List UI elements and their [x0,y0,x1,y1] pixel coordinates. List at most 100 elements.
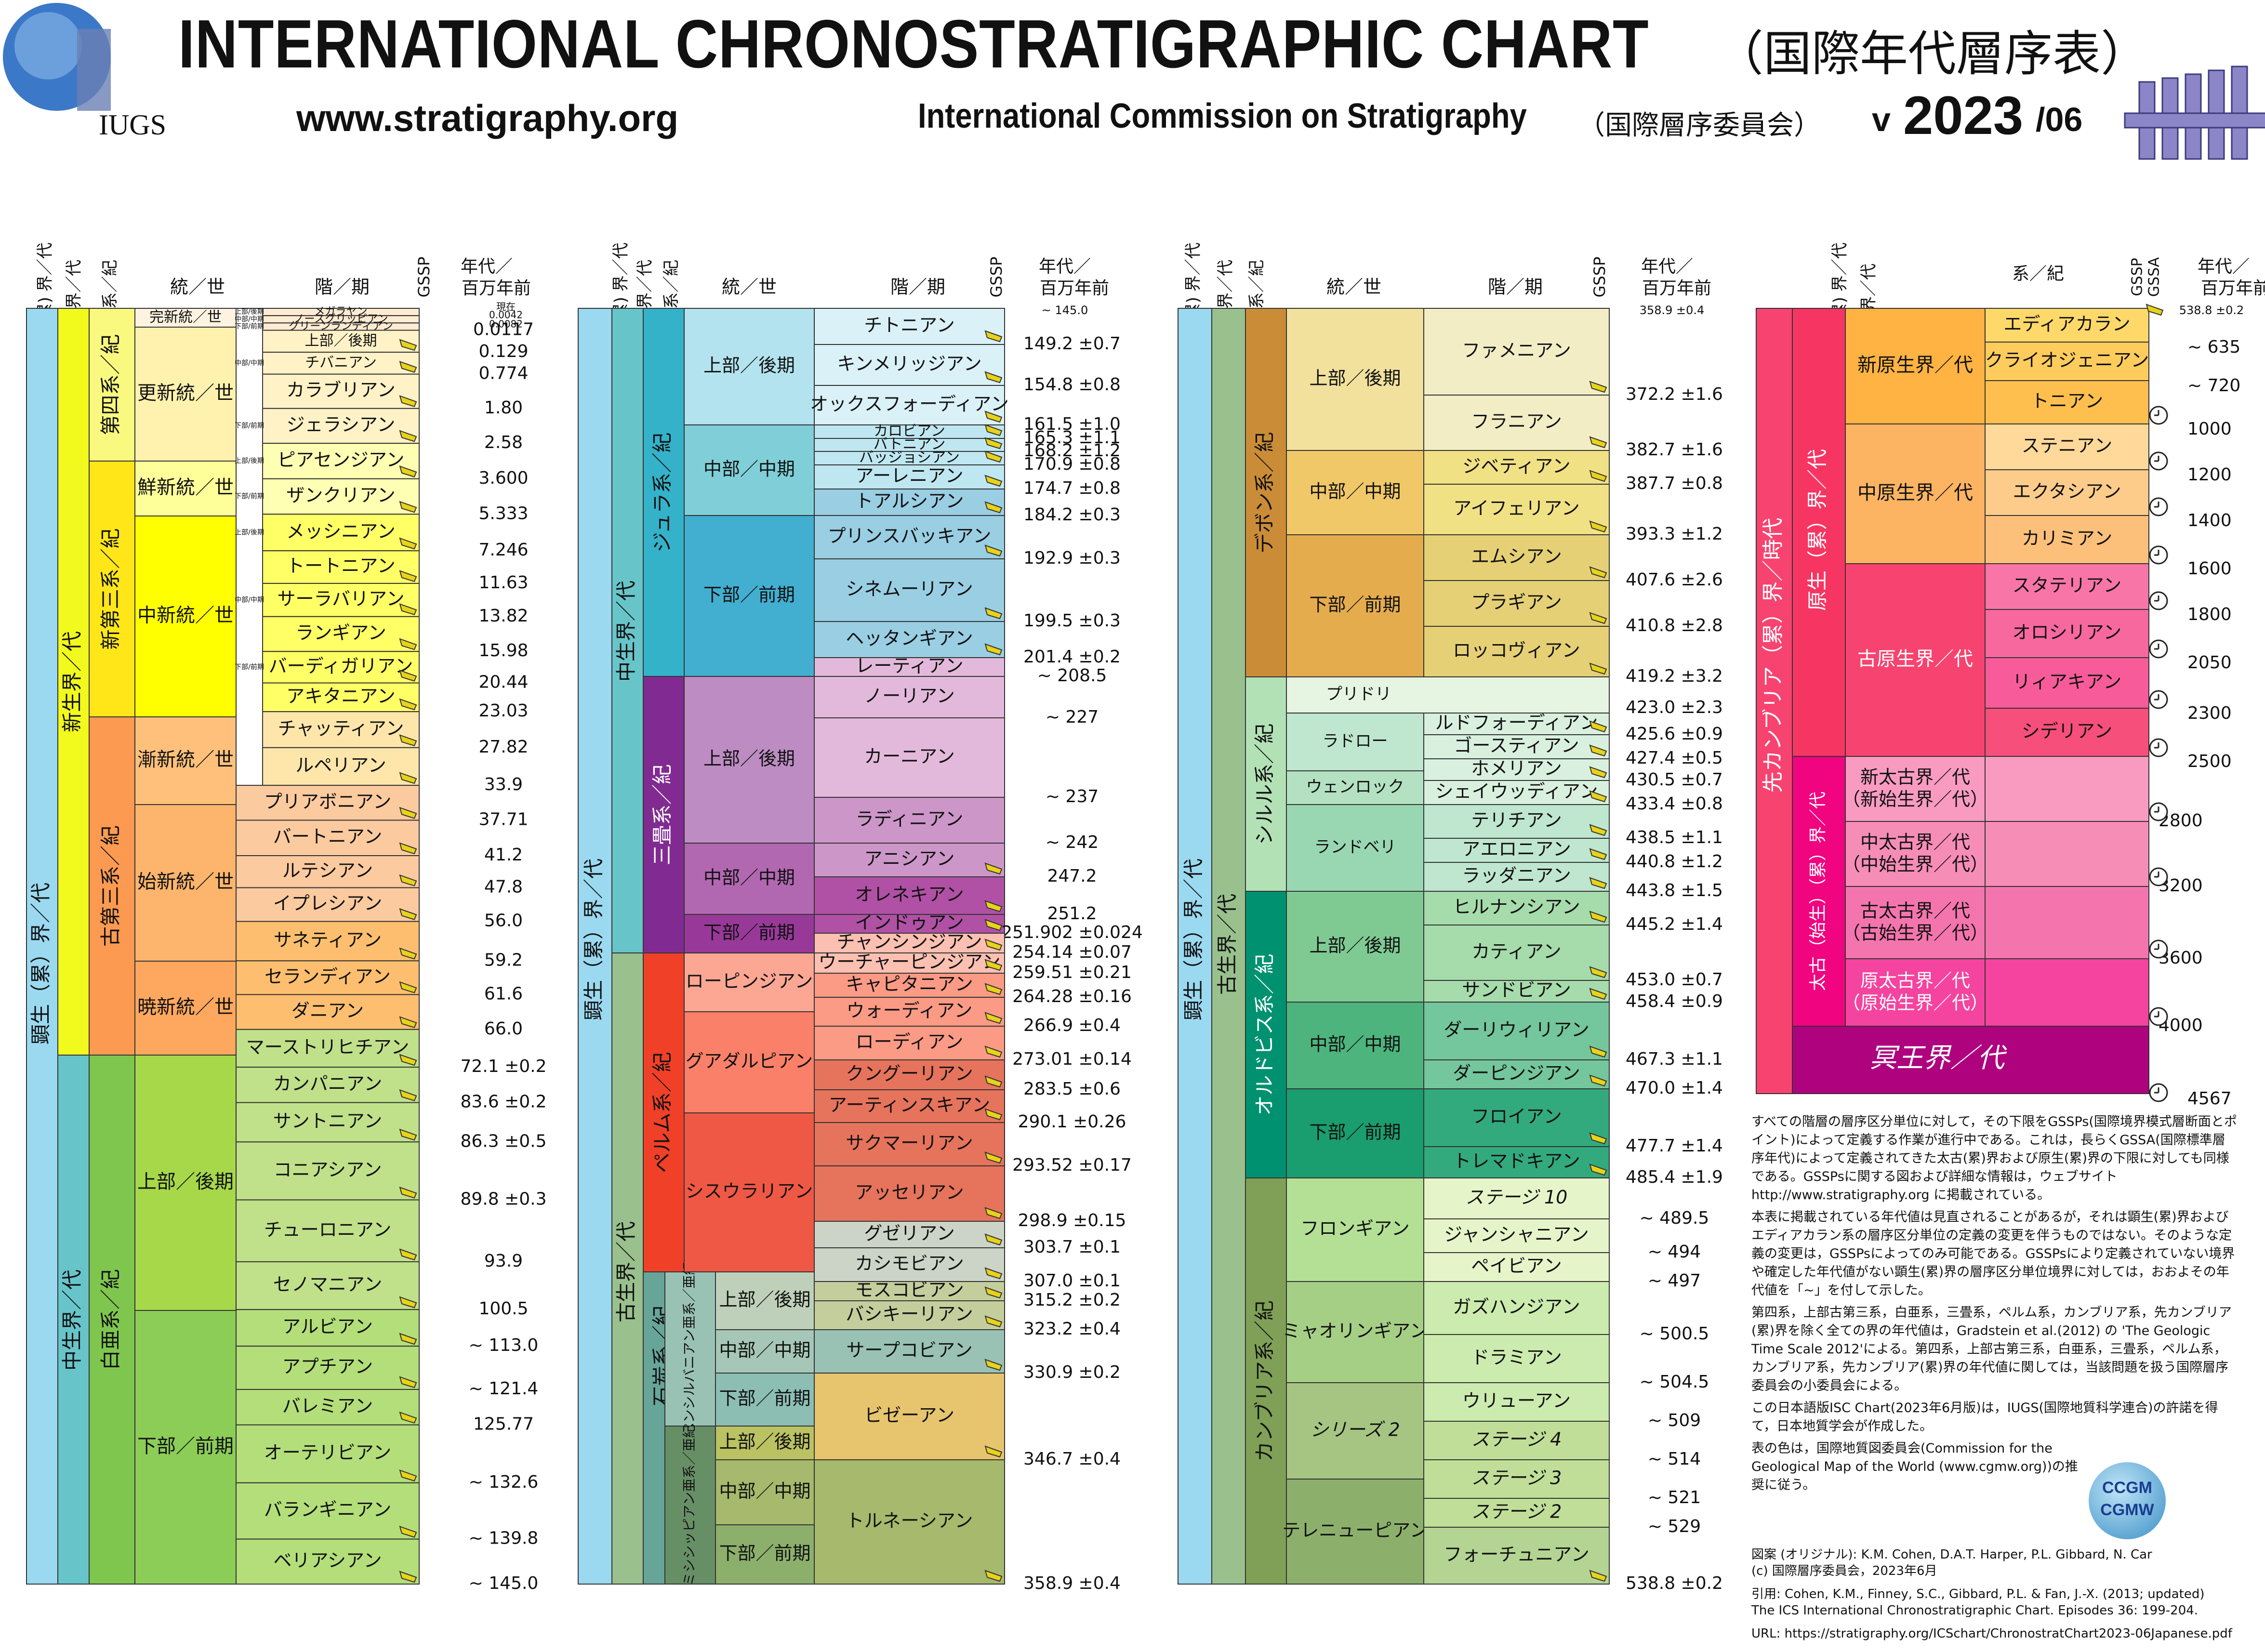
age-label: 1000 [2187,419,2232,439]
golden-spike-icon [399,1016,417,1029]
system-label: エディアカラン [2003,314,2130,335]
stage-12 [814,676,1005,718]
stage-label: カーニアン [864,746,954,767]
golden-spike-icon [399,339,417,351]
column-header-gssa: GSSA [2146,257,2163,297]
stage-label: カティアン [1471,941,1561,962]
stage-label: エムシアン [1471,546,1562,567]
series-label: ウェンロック [1306,778,1404,797]
stage-label: バシキーリアン [846,1304,973,1325]
era-extension-5 [1985,886,2149,959]
age-label: ~ 139.8 [469,1529,539,1548]
credit-url[interactable]: URL: https://stratigraphy.org/ICSchart/C… [1751,1626,2232,1641]
golden-spike-icon [984,410,1003,423]
age-label: ~ 494 [1648,1242,1701,1262]
system-label: 第四系／紀 [99,334,122,435]
stage-7 [814,489,1005,516]
eonothem-label: 顕生（累）界／代 [582,859,606,1020]
series-label: シリーズ 2 [1310,1419,1400,1441]
age-label: ~ 113.0 [469,1335,539,1355]
stage-label: ヒルナンシアン [1453,897,1580,918]
commission-name-japanese: （国際層序委員会） [1578,110,1821,141]
stage-label: サントニアン [273,1110,382,1132]
stage-label: フォーチュニアン [1444,1544,1589,1565]
era-paleozoic [611,952,644,1585]
golden-spike-icon [984,938,1003,951]
golden-spike-icon [1589,966,1607,978]
column-header-system: 系／紀 [2012,264,2064,284]
era-3 [1845,756,1986,822]
age-label: 4567 [2187,1089,2232,1109]
stage-10 [1423,758,1610,781]
stage-label: カンパニアン [273,1073,382,1094]
series-7 [134,1055,237,1311]
golden-spike-icon [984,1267,1003,1280]
series-9 [715,1271,815,1330]
stage-3 [1423,484,1610,535]
era-extension-3 [1985,756,2149,822]
golden-spike-icon [984,643,1003,656]
age-label: 293.52 ±0.17 [1012,1155,1132,1175]
stage-label: カラブリアン [286,380,395,401]
column-header-system: 系／紀 [1247,260,1267,309]
stage-label: カロビアン [874,423,945,440]
era-label: 中太古界／代 [1860,832,1970,853]
series-8 [684,1112,815,1272]
series-label: 下部／前期 [1309,594,1401,615]
age-label: 254.14 ±0.07 [1012,942,1132,962]
golden-spike-icon [1589,744,1607,757]
stage-label: ラッダニアン [1462,865,1571,886]
age-label: 33.9 [484,775,523,794]
system-1 [1245,676,1287,892]
note-ages: 本表に掲載されている年代値は見直されることがあるが，それは顕生(累)界およびエデ… [1751,1210,2235,1298]
golden-spike-icon [984,424,1003,436]
stage-15 [1423,891,1610,925]
notes-block: すべての階層の層序区分単位に対して，その下限をGSSPs(国際境界模式層断面とポ… [1751,1113,2238,1498]
website-link[interactable]: www.stratigraphy.org [296,97,679,139]
stage-11 [1423,780,1610,805]
stage-label: ジベティアン [1462,456,1570,477]
stage-24 [814,1089,1005,1123]
column-header-erathem: 界／代 [636,260,655,309]
stage-label: プリアボニアン [264,791,391,812]
stage-label: ジェラシアン [287,414,396,436]
system-2 [89,716,135,1056]
age-label: 170.9 ±0.8 [1023,454,1121,474]
note-gssp: すべての階層の層序区分単位に対して，その下限をGSSPs(国際境界模式層断面とポ… [1751,1114,2237,1203]
stage-22 [1423,1177,1610,1219]
age-label: 458.4 ±0.9 [1626,991,1723,1011]
stage-33 [814,1459,1005,1585]
subsystem-label: ミシシッピアン亜系／亜紀 [681,1425,697,1586]
golden-spike-icon [399,361,417,373]
golden-spike-icon [984,1233,1003,1246]
era-mesozoic [611,308,644,953]
age-label: 0.129 [478,342,528,361]
series-1 [134,327,237,462]
age-label: 419.2 ±3.2 [1626,666,1723,686]
age-label: 61.6 [484,984,523,1004]
subsystem-pennsylvanian [664,1271,716,1427]
series-7 [1286,891,1424,1003]
stage-11 [814,657,1005,677]
supereon-label: 先カンブリア（累）界／時代 [1761,518,1786,793]
golden-spike-icon [399,603,417,616]
column-header-stage: 階／期 [890,277,945,298]
stage-label: ノーリアン [864,686,954,707]
golden-spike-icon [1589,1074,1607,1087]
age-label: ~ 242 [1046,833,1099,852]
stage-label: ザンクリアン [286,485,395,506]
stage-23 [814,1059,1005,1090]
series-7 [684,1011,815,1113]
stage-6 [1423,626,1610,677]
age-label: 165.3 ±1.1 [1023,428,1121,448]
stage-label: ウーチャーピンジアン [818,952,1000,973]
version-month: /06 [2036,101,2083,138]
stage-label: サネティアン [274,929,382,951]
age-label: 290.1 ±0.26 [1018,1112,1126,1132]
stage-16 [814,876,1005,915]
column-header-erathem: 界／代 [1859,264,1879,313]
stage-label: クングーリアン [846,1063,973,1084]
eon-label: 冥王界／代 [1869,1043,2007,1074]
stage-label: アルビアン [282,1316,373,1337]
system-label: 古第三系／紀 [99,825,122,947]
